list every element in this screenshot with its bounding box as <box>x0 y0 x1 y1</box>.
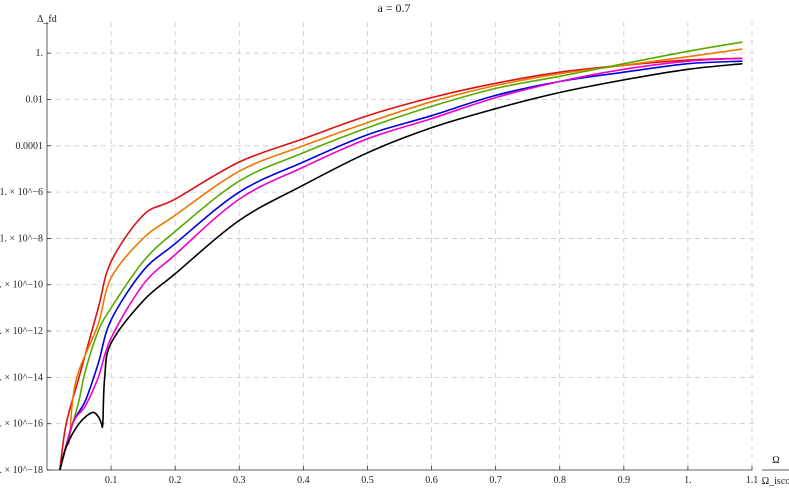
x-tick-label: 0.4 <box>297 475 310 486</box>
y-tick-label: 1. <box>36 48 44 59</box>
series-group <box>59 41 743 471</box>
y-tick-label: 1. × 10^−18 <box>0 465 43 476</box>
series-line-6 <box>59 62 743 471</box>
y-tick-label: 1. × 10^−6 <box>0 187 43 198</box>
series-line-1 <box>59 57 743 471</box>
x-axis-label-numerator: Ω <box>772 455 779 466</box>
chart-title: a = 0.7 <box>377 1 410 15</box>
x-tick-label: 1.1 <box>746 475 759 486</box>
y-tick-label: 1. × 10^−10 <box>0 280 43 291</box>
x-tick-label: 0.9 <box>618 475 631 486</box>
y-tick-label: 1. × 10^−14 <box>0 372 43 383</box>
y-tick-label: 1. × 10^−12 <box>0 326 43 337</box>
x-tick-label: 0.3 <box>233 475 246 486</box>
x-axis-label-denominator: Ω_isco <box>762 476 789 487</box>
series-line-5 <box>59 57 743 471</box>
y-tick-label: 0.0001 <box>16 141 44 152</box>
x-tick-label: 0.2 <box>169 475 182 486</box>
series-line-2 <box>59 48 743 471</box>
x-axis: 0.1 0.2 0.3 0.4 0.5 0.6 0.7 0.8 0.9 1. 1.1 <box>47 466 758 486</box>
x-tick-label: 0.8 <box>553 475 566 486</box>
x-tick-label: 0.7 <box>489 475 502 486</box>
series-line-4 <box>59 60 743 471</box>
x-tick-label: 0.6 <box>425 475 438 486</box>
x-tick-label: 1. <box>684 475 692 486</box>
y-axis: 1. 0.01 0.0001 1. × 10^−6 1. × 10^−8 1. × 10^… <box>0 22 51 476</box>
series-line-3 <box>59 41 743 471</box>
grid <box>47 22 757 471</box>
y-tick-label: 1. × 10^−16 <box>0 419 43 430</box>
y-tick-label: 1. × 10^−8 <box>0 233 43 244</box>
x-tick-label: 0.5 <box>361 475 374 486</box>
x-tick-label: 0.1 <box>105 475 118 486</box>
y-tick-label: 0.01 <box>26 94 44 105</box>
y-axis-label: Δ_fd <box>37 14 57 25</box>
